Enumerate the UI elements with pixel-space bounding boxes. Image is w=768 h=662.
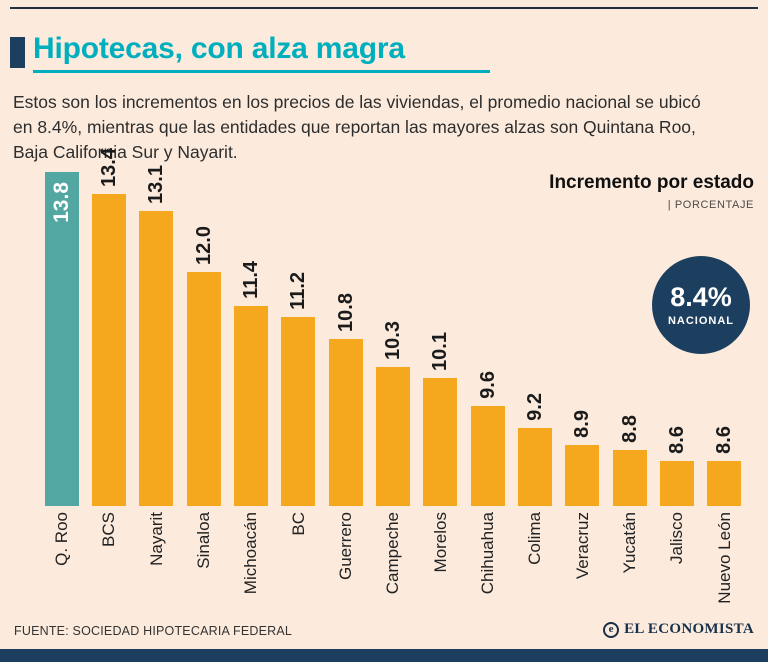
category-label-guerrero: Guerrero (336, 512, 356, 581)
category-slot-bcs: BCS (85, 512, 132, 618)
national-average-label: NACIONAL (667, 314, 735, 327)
category-label-nayarit: Nayarit (146, 512, 166, 566)
category-slot-chihuahua: Chihuahua (464, 512, 511, 618)
bar-value-label-q-roo: 13.8 (50, 182, 74, 223)
category-labels: Q. Roo BCS Nayarit Sinaloa Michoacán BC Guerre… (38, 512, 748, 618)
bar-q-roo: 13.8 (44, 172, 79, 506)
bar-chart: 13.8 13.4 13.1 12.0 11.4 11.2 10.8 10.3 10.1 9.6 9… (38, 148, 748, 506)
category-label-bc: BC (288, 512, 308, 536)
bar-value-label-campeche: 10.3 (381, 321, 404, 360)
bar-sinaloa (186, 272, 221, 506)
bar-value-label-morelos: 10.1 (429, 332, 452, 371)
bar-colima (517, 428, 552, 506)
bar-column-veracruz: 8.9 (559, 410, 606, 506)
bar-column-colima: 9.2 (511, 393, 558, 506)
category-slot-nuevo-león: Nuevo León (701, 512, 748, 618)
bar-value-label-yucatán: 8.8 (618, 415, 641, 443)
category-label-michoacán: Michoacán (241, 512, 261, 595)
bar-morelos (423, 378, 458, 506)
category-slot-colima: Colima (511, 512, 558, 618)
category-slot-nayarit: Nayarit (133, 512, 180, 618)
bar-column-yucatán: 8.8 (606, 415, 653, 506)
bar-value-label-bc: 11.2 (287, 272, 310, 310)
category-slot-guerrero: Guerrero (322, 512, 369, 618)
bar-value-label-guerrero: 10.8 (334, 293, 357, 332)
bar-column-bc: 11.2 (275, 272, 322, 506)
bar-column-chihuahua: 9.6 (464, 371, 511, 506)
category-slot-bc: BC (275, 512, 322, 618)
category-label-nuevo-león: Nuevo León (714, 512, 734, 604)
category-label-sinaloa: Sinaloa (194, 512, 214, 569)
bar-campeche (375, 367, 410, 506)
category-label-chihuahua: Chihuahua (478, 512, 498, 595)
chart-unit-label: | PORCENTAJE (667, 199, 754, 211)
bar-column-nuevo-león: 8.6 (701, 426, 748, 506)
bar-value-label-veracruz: 8.9 (571, 410, 594, 438)
category-slot-q-roo: Q. Roo (38, 512, 85, 618)
bar-nuevo-león (707, 461, 742, 506)
source-note: FUENTE: SOCIEDAD HIPOTECARIA FEDERAL (14, 624, 293, 638)
bar-jalisco (659, 461, 694, 506)
national-average-value: 8.4% (670, 281, 732, 312)
bar-guerrero (328, 339, 363, 506)
bar-bc (281, 317, 316, 506)
bar-column-campeche: 10.3 (369, 321, 416, 506)
bar-veracruz (565, 445, 600, 506)
category-slot-jalisco: Jalisco (653, 512, 700, 618)
title-bullet-square (10, 37, 25, 68)
brand-e-icon: e (603, 621, 620, 638)
category-slot-sinaloa: Sinaloa (180, 512, 227, 618)
top-rule (10, 7, 758, 9)
category-label-veracruz: Veracruz (572, 512, 592, 580)
bar-value-label-bcs: 13.4 (97, 148, 120, 187)
category-label-campeche: Campeche (383, 512, 403, 595)
category-slot-michoacán: Michoacán (227, 512, 274, 618)
brand-name: EL ECONOMISTA (624, 621, 754, 637)
bar-chihuahua (470, 406, 505, 506)
bar-value-label-michoacán: 11.4 (239, 261, 262, 299)
intro-text: Estos son los incrementos en los precios… (13, 92, 701, 162)
bar-column-morelos: 10.1 (417, 332, 464, 506)
category-label-morelos: Morelos (430, 512, 450, 573)
category-label-bcs: BCS (99, 512, 119, 547)
bar-column-q-roo: 13.8 (38, 172, 85, 506)
bar-value-label-nayarit: 13.1 (145, 165, 168, 204)
bar-column-michoacán: 11.4 (227, 261, 274, 506)
bar-bcs (91, 194, 126, 506)
category-slot-morelos: Morelos (417, 512, 464, 618)
bar-column-jalisco: 8.6 (653, 426, 700, 506)
bar-value-label-nuevo-león: 8.6 (713, 426, 736, 454)
bar-column-sinaloa: 12.0 (180, 226, 227, 506)
bar-yucatán (612, 450, 647, 506)
bar-value-label-sinaloa: 12.0 (192, 226, 215, 265)
brand-logo: e EL ECONOMISTA (603, 621, 754, 638)
category-slot-veracruz: Veracruz (559, 512, 606, 618)
page-title: Hipotecas, con alza magra (33, 32, 490, 73)
chart-title: Incremento por estado (549, 172, 754, 193)
bar-column-nayarit: 13.1 (133, 165, 180, 506)
bar-value-label-chihuahua: 9.6 (476, 371, 499, 399)
national-average-badge: 8.4% NACIONAL (652, 256, 750, 354)
category-slot-yucatán: Yucatán (606, 512, 653, 618)
bar-nayarit (139, 211, 174, 506)
bar-michoacán (233, 306, 268, 506)
bottom-bar (0, 649, 768, 662)
category-slot-campeche: Campeche (369, 512, 416, 618)
bar-value-label-colima: 9.2 (523, 393, 546, 421)
category-label-q-roo: Q. Roo (52, 512, 72, 566)
category-label-colima: Colima (525, 512, 545, 565)
category-label-yucatán: Yucatán (620, 512, 640, 574)
bar-column-guerrero: 10.8 (322, 293, 369, 506)
bar-column-bcs: 13.4 (85, 148, 132, 506)
bar-value-label-jalisco: 8.6 (665, 426, 688, 454)
chart-header: Incremento por estado | PORCENTAJE (549, 172, 754, 211)
category-label-jalisco: Jalisco (667, 512, 687, 564)
